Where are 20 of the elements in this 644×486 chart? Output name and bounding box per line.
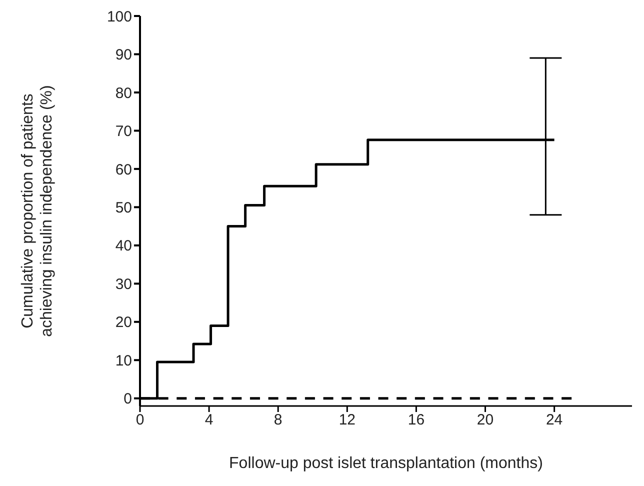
x-tick-label: 16 <box>408 412 425 429</box>
x-tick-label: 0 <box>136 412 144 429</box>
y-tick-label: 0 <box>124 390 132 408</box>
x-tick-label: 24 <box>546 412 563 429</box>
y-tick-label: 90 <box>115 46 132 64</box>
y-tick-label: 70 <box>115 123 132 140</box>
x-tick-label: 4 <box>204 412 214 429</box>
x-axis-title: Follow-up post islet transplantation (months) <box>229 455 543 472</box>
y-tick-label: 40 <box>115 238 132 255</box>
x-tick-label: 20 <box>476 412 494 429</box>
y-tick-label: 100 <box>106 8 132 26</box>
x-tick-label: 8 <box>274 412 282 429</box>
y-axis-title: Cumulative proportion of patients achieving insulin independence (%) <box>20 85 56 337</box>
y-tick-label: 10 <box>115 352 132 370</box>
y-tick-label: 80 <box>115 84 132 102</box>
x-tick-label: 12 <box>338 412 356 429</box>
y-tick-label: 60 <box>115 161 132 178</box>
y-tick-label: 50 <box>115 200 132 216</box>
y-tick-label: 30 <box>115 276 132 293</box>
y-tick-label: 20 <box>115 314 132 332</box>
